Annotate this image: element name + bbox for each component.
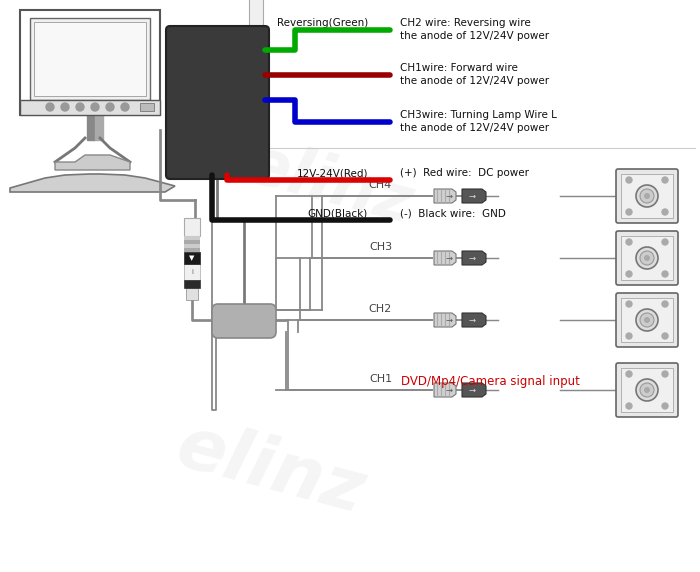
Polygon shape <box>434 383 456 397</box>
Circle shape <box>636 379 658 401</box>
Circle shape <box>626 239 632 245</box>
Text: →: → <box>445 192 452 201</box>
Polygon shape <box>434 313 456 327</box>
Text: the anode of 12V/24V power: the anode of 12V/24V power <box>400 76 549 86</box>
Text: elinz: elinz <box>240 133 420 237</box>
Circle shape <box>640 189 654 203</box>
Circle shape <box>626 301 632 307</box>
Bar <box>184 264 200 280</box>
Circle shape <box>662 403 668 409</box>
Bar <box>184 248 200 252</box>
Text: DVD/Mp4/Camera signal input: DVD/Mp4/Camera signal input <box>400 375 580 388</box>
Text: CH1: CH1 <box>369 374 392 384</box>
Text: →: → <box>468 253 475 263</box>
Text: CH2: CH2 <box>369 304 392 314</box>
Text: i: i <box>191 269 193 275</box>
Circle shape <box>640 383 654 397</box>
Polygon shape <box>434 189 456 203</box>
Circle shape <box>644 387 650 393</box>
Text: →: → <box>445 316 452 324</box>
FancyBboxPatch shape <box>616 363 678 417</box>
Text: CH2 wire: Reversing wire: CH2 wire: Reversing wire <box>400 18 531 28</box>
Bar <box>249 0 263 30</box>
Text: (-)  Black wire:  GND: (-) Black wire: GND <box>400 208 506 218</box>
Circle shape <box>626 371 632 377</box>
Text: →: → <box>468 316 475 324</box>
Text: the anode of 12V/24V power: the anode of 12V/24V power <box>400 31 549 41</box>
Bar <box>184 218 200 236</box>
Text: the anode of 12V/24V power: the anode of 12V/24V power <box>400 123 549 133</box>
Text: elinz: elinz <box>169 412 372 528</box>
Polygon shape <box>10 174 175 192</box>
Circle shape <box>644 255 650 261</box>
Text: →: → <box>468 192 475 201</box>
Bar <box>184 280 200 288</box>
FancyBboxPatch shape <box>616 169 678 223</box>
Circle shape <box>640 251 654 265</box>
Bar <box>621 174 673 218</box>
Polygon shape <box>434 251 456 265</box>
Circle shape <box>636 309 658 331</box>
Text: CH1wire: Forward wire: CH1wire: Forward wire <box>400 63 518 73</box>
Circle shape <box>644 193 650 199</box>
Text: Reversing(Green): Reversing(Green) <box>276 18 368 28</box>
Bar <box>140 103 154 111</box>
Text: (+)  Red wire:  DC power: (+) Red wire: DC power <box>400 168 529 178</box>
Text: CH3: CH3 <box>369 242 392 252</box>
Text: →: → <box>445 253 452 263</box>
Circle shape <box>662 371 668 377</box>
Circle shape <box>626 271 632 277</box>
Polygon shape <box>34 22 146 96</box>
Circle shape <box>662 209 668 215</box>
Polygon shape <box>30 18 150 100</box>
Polygon shape <box>95 115 103 140</box>
Circle shape <box>662 271 668 277</box>
Circle shape <box>91 103 99 111</box>
Text: GND(Black): GND(Black) <box>308 208 368 218</box>
Bar <box>186 288 198 300</box>
Circle shape <box>626 177 632 183</box>
Circle shape <box>61 103 69 111</box>
Polygon shape <box>20 10 160 115</box>
Polygon shape <box>462 189 486 203</box>
Text: CH3wire: Turning Lamp Wire L: CH3wire: Turning Lamp Wire L <box>400 110 557 120</box>
Circle shape <box>626 333 632 339</box>
Bar <box>184 252 200 264</box>
Circle shape <box>46 103 54 111</box>
Circle shape <box>662 301 668 307</box>
Circle shape <box>626 209 632 215</box>
Bar <box>184 240 200 244</box>
FancyBboxPatch shape <box>616 231 678 285</box>
Circle shape <box>640 313 654 327</box>
Circle shape <box>662 333 668 339</box>
Text: →: → <box>445 386 452 395</box>
Text: ▼: ▼ <box>189 255 195 261</box>
Polygon shape <box>462 383 486 397</box>
Circle shape <box>636 247 658 269</box>
Text: 12V-24V(Red): 12V-24V(Red) <box>297 168 368 178</box>
Text: →: → <box>468 386 475 395</box>
Polygon shape <box>55 155 130 170</box>
FancyBboxPatch shape <box>616 293 678 347</box>
Circle shape <box>662 239 668 245</box>
FancyBboxPatch shape <box>212 304 276 338</box>
Polygon shape <box>462 313 486 327</box>
Circle shape <box>106 103 114 111</box>
FancyBboxPatch shape <box>166 26 269 179</box>
Circle shape <box>636 185 658 207</box>
Circle shape <box>662 177 668 183</box>
Circle shape <box>121 103 129 111</box>
Circle shape <box>644 317 650 323</box>
Bar <box>621 368 673 412</box>
Polygon shape <box>87 115 95 140</box>
Bar <box>621 236 673 280</box>
Text: CH4: CH4 <box>369 180 392 190</box>
Polygon shape <box>462 251 486 265</box>
Bar <box>184 244 200 248</box>
Bar <box>621 298 673 342</box>
Bar <box>184 236 200 240</box>
Circle shape <box>626 403 632 409</box>
Polygon shape <box>20 100 160 115</box>
Circle shape <box>76 103 84 111</box>
